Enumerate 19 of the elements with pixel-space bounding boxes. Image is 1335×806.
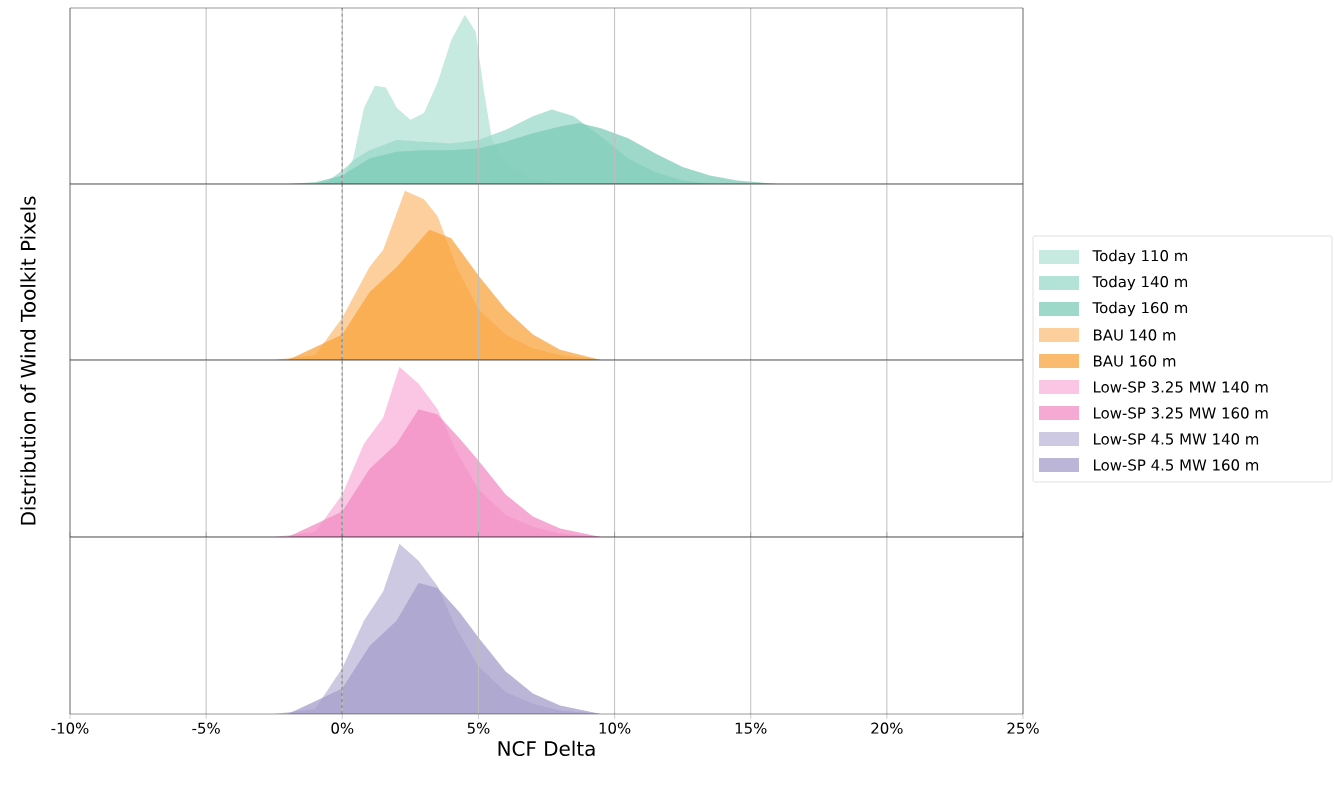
x-tick-label: 15%: [735, 722, 767, 734]
x-tick-label: -10%: [51, 722, 89, 734]
legend-label: Low-SP 4.5 MW 140 m: [1094, 433, 1259, 445]
legend-label: Today 110 m: [1092, 249, 1188, 265]
x-tick-label: 10%: [599, 722, 631, 734]
y-axis-title: Distribution of Wind Toolkit Pixels: [20, 196, 36, 525]
x-tick-label: 20%: [871, 722, 903, 734]
legend-label: BAU 140 m: [1094, 329, 1176, 341]
legend-label: BAU 160 m: [1094, 355, 1176, 367]
x-tick-label: -5%: [192, 722, 220, 734]
legend-label: Low-SP 3.25 MW 160 m: [1094, 407, 1268, 419]
legend-label: Low-SP 3.25 MW 140 m: [1094, 381, 1268, 393]
x-tick-label: 5%: [467, 722, 490, 734]
legend-label: Low-SP 4.5 MW 160 m: [1094, 459, 1259, 471]
legend-label: Today 160 m: [1092, 301, 1188, 317]
x-axis-title: NCF Delta: [498, 740, 595, 757]
legend-label: Today 140 m: [1092, 275, 1188, 291]
x-tick-label: 0%: [331, 722, 354, 734]
x-tick-label: 25%: [1007, 722, 1039, 734]
